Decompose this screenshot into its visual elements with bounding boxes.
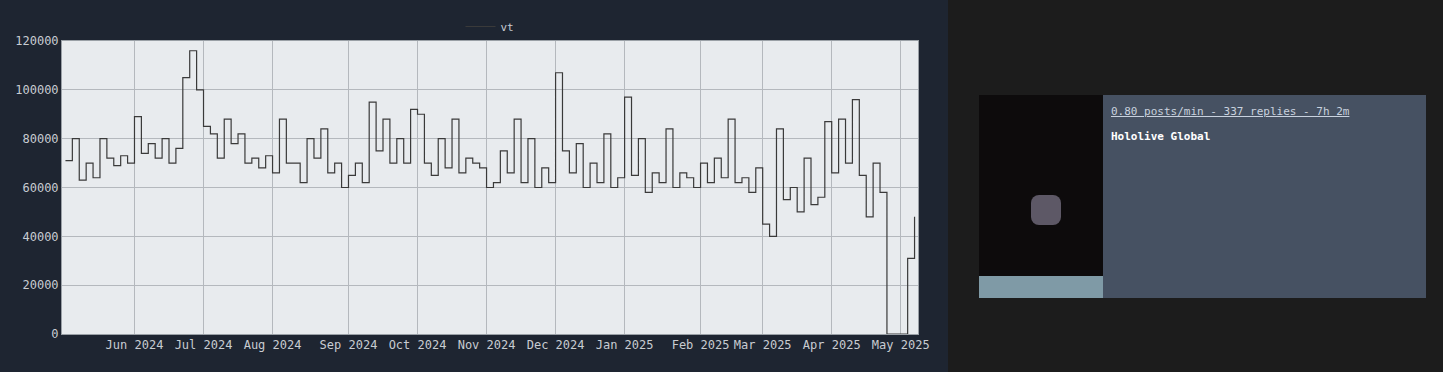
svg-text:Aug 2024: Aug 2024 <box>244 338 302 352</box>
html-text:0.80 posts/min - 337 replies -: 0.80 posts/min - 337 replies - 7h 2m <box>1111 105 1350 118</box>
svg-text:120000: 120000 <box>15 34 58 48</box>
svg-text:60000: 60000 <box>22 181 58 195</box>
svg-text:20000: 20000 <box>22 278 58 292</box>
svg-text:Jun 2024: Jun 2024 <box>106 338 164 352</box>
svg-text:vt: vt <box>501 21 514 34</box>
svg-text:Apr 2025: Apr 2025 <box>803 338 861 352</box>
svg-text:Jul 2024: Jul 2024 <box>175 338 233 352</box>
svg-text:May 2025: May 2025 <box>872 338 930 352</box>
svg-text:Dec 2024: Dec 2024 <box>527 338 585 352</box>
svg-text:Jan 2025: Jan 2025 <box>596 338 654 352</box>
svg-text:80000: 80000 <box>22 132 58 146</box>
svg-text:Oct 2024: Oct 2024 <box>389 338 447 352</box>
html-text:Hololive Global: Hololive Global <box>1111 130 1211 143</box>
svg-text:40000: 40000 <box>22 230 58 244</box>
svg-text:Feb 2025: Feb 2025 <box>672 338 730 352</box>
svg-text:0: 0 <box>51 327 58 341</box>
svg-text:100000: 100000 <box>15 83 58 97</box>
svg-text:Nov 2024: Nov 2024 <box>458 338 516 352</box>
svg-text:Sep 2024: Sep 2024 <box>320 338 378 352</box>
svg-text:Mar 2025: Mar 2025 <box>734 338 792 352</box>
